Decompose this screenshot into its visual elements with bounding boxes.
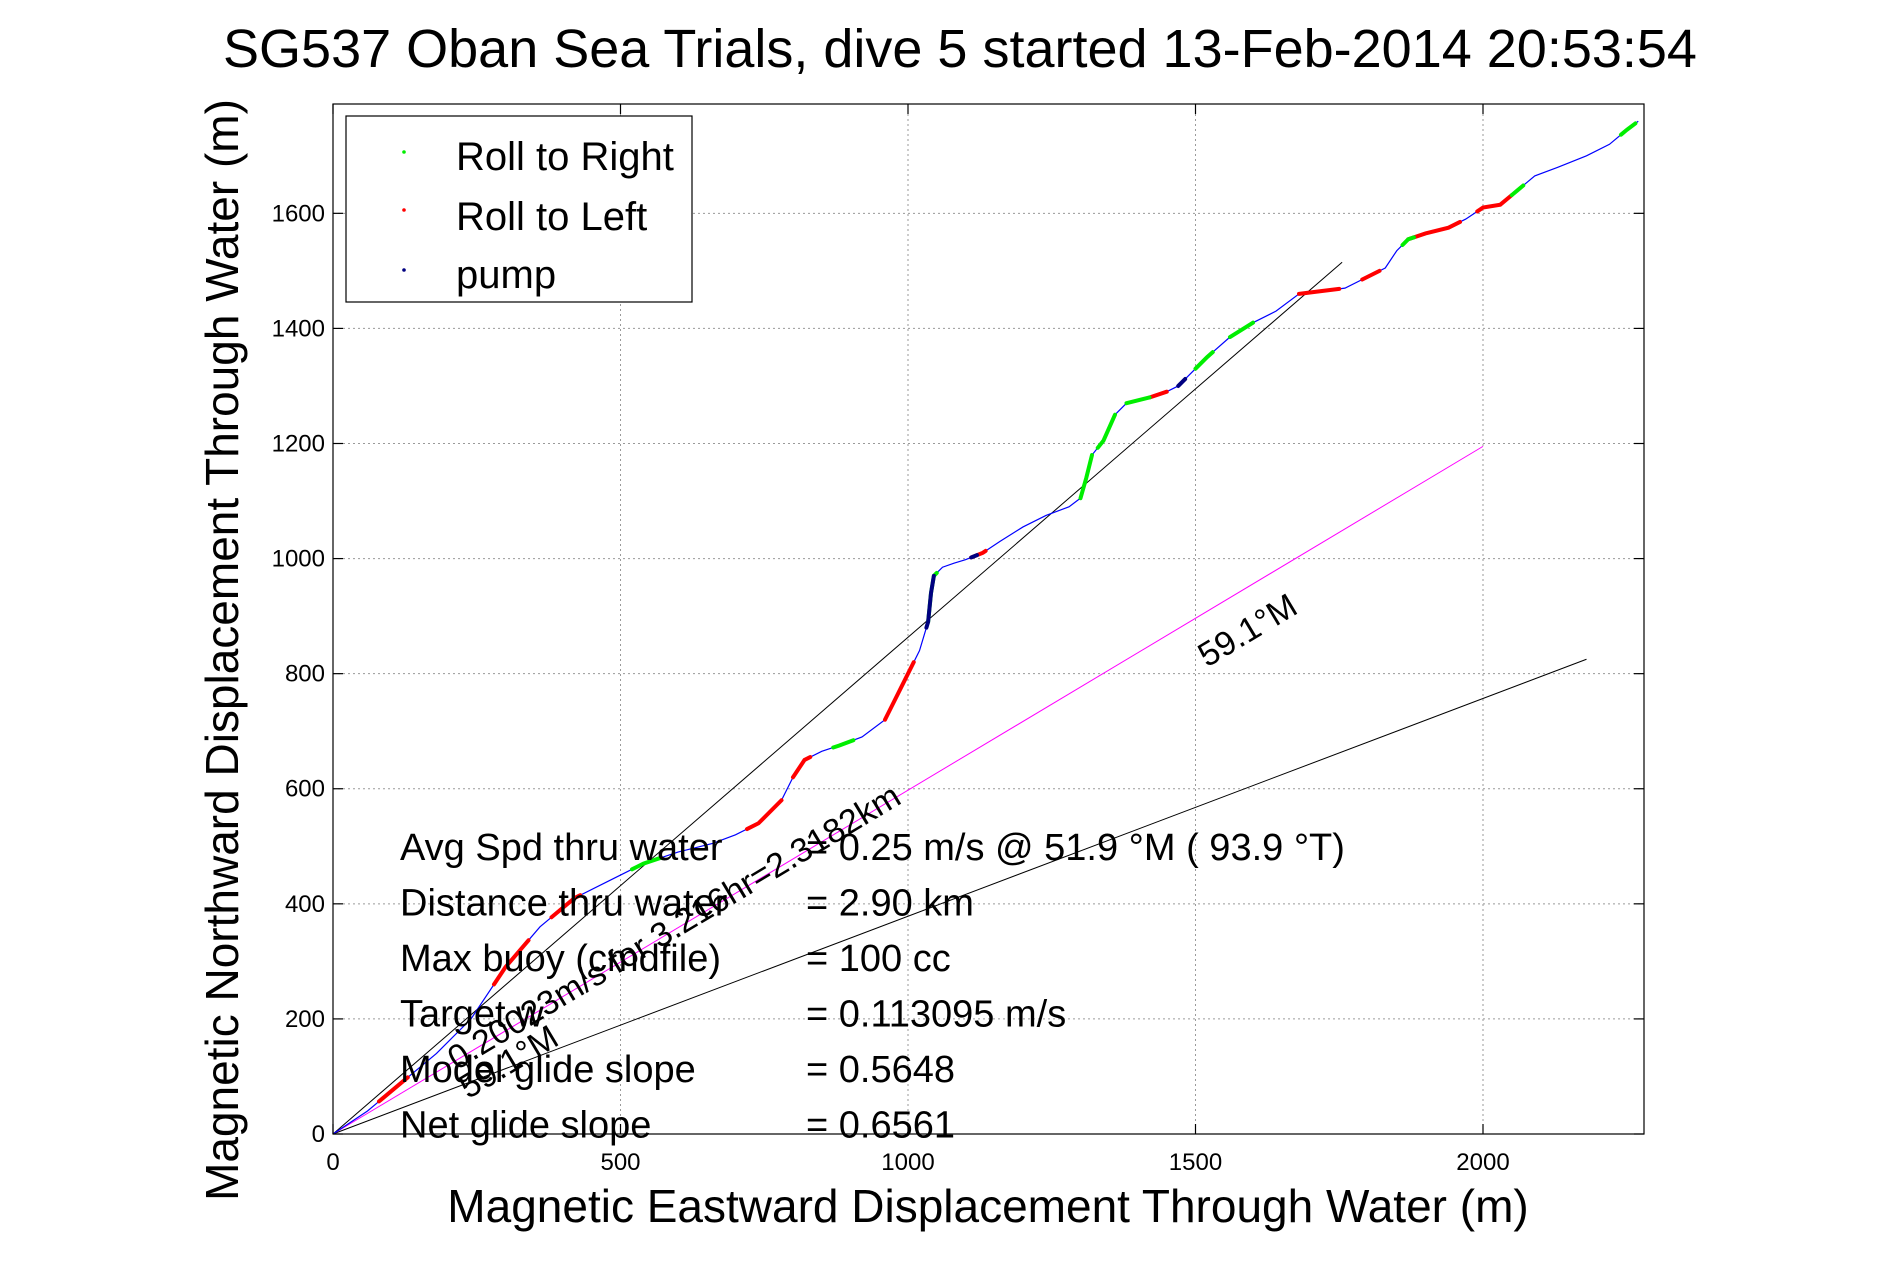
x-tick-label: 2000 — [1456, 1149, 1509, 1176]
roll-right-segment — [1193, 350, 1215, 371]
roll-right-segment — [630, 855, 663, 872]
roll-left-segment — [883, 660, 916, 722]
pump-segment — [924, 573, 936, 630]
roll-left-segment — [1360, 268, 1382, 282]
roll-right-segment — [831, 738, 856, 750]
roll-left-segment — [549, 893, 583, 920]
stats-table: Avg Spd thru water = 0.25 m/s @ 51.9 °M (… — [400, 827, 1345, 1147]
roll-left-segment — [1406, 219, 1462, 242]
legend-label-pump: pump — [456, 253, 556, 297]
y-tick-label: 600 — [285, 776, 325, 803]
stats-label: Avg Spd thru water — [400, 827, 723, 869]
roll-left-segment — [1147, 389, 1169, 400]
stats-value: = 0.25 m/s @ 51.9 °M ( 93.9 °T) — [806, 827, 1345, 869]
stats-value: = 100 cc — [806, 938, 951, 980]
y-tick-label: 0 — [312, 1121, 325, 1148]
roll-left-segment — [791, 755, 813, 780]
roll-left-segment — [1475, 193, 1514, 214]
roll-left-segment — [745, 798, 784, 832]
legend: Roll to Right Roll to Left pump — [345, 115, 693, 303]
roll-left-segment — [492, 938, 531, 987]
x-axis-label: Magnetic Eastward Displacement Through W… — [447, 1180, 1528, 1232]
stats-value: = 0.6561 — [806, 1105, 955, 1147]
stats-value: = 2.90 km — [806, 883, 974, 925]
roll-right-segment — [1400, 235, 1416, 247]
roll-right-segment — [1619, 121, 1638, 137]
chart-title: SG537 Oban Sea Trials, dive 5 started 13… — [223, 19, 1697, 79]
stats-label: Net glide slope — [400, 1105, 651, 1147]
legend-marker-pump — [402, 268, 406, 272]
y-tick-label: 200 — [285, 1006, 325, 1033]
pump-segment — [1176, 377, 1188, 388]
x-tick-label: 1500 — [1169, 1149, 1222, 1176]
reference-line — [332, 445, 1484, 1135]
reference-lines — [332, 261, 1587, 1135]
stats-label: Distance thru water — [400, 883, 728, 925]
legend-label-roll-left: Roll to Left — [456, 195, 647, 239]
stats-label: Target w — [400, 994, 544, 1036]
legend-label-roll-right: Roll to Right — [456, 135, 674, 179]
pump-segment — [969, 553, 979, 560]
y-tick-label: 1000 — [272, 546, 325, 573]
roll-right-segment — [1095, 412, 1117, 450]
reference-line — [332, 261, 1343, 1135]
legend-marker-roll-right — [402, 150, 406, 154]
y-tick-label: 400 — [285, 891, 325, 918]
y-tick-label: 800 — [285, 661, 325, 688]
roll-left-segment — [377, 1075, 410, 1104]
roll-right-segment — [1078, 453, 1094, 501]
x-tick-label: 0 — [326, 1149, 339, 1176]
stats-value: = 0.5648 — [806, 1049, 955, 1091]
legend-marker-roll-left — [402, 208, 406, 212]
reference-line — [332, 658, 1587, 1135]
track-layer — [332, 120, 1639, 1135]
stats-value: = 0.113095 m/s — [806, 994, 1066, 1036]
roll-left-segment — [1297, 286, 1342, 296]
plot-frame — [332, 103, 1645, 1135]
stats-label: Max buoy (cmdfile) — [400, 938, 721, 980]
roll-right-segment — [1124, 395, 1152, 406]
roll-right-segment — [1509, 183, 1526, 198]
y-tick-label: 1600 — [272, 200, 325, 227]
x-tick-label: 500 — [600, 1149, 640, 1176]
stats-label: Model glide slope — [400, 1049, 696, 1091]
y-tick-label: 1400 — [272, 315, 325, 342]
y-tick-label: 1200 — [272, 430, 325, 457]
axis-ticks: 0 500 1000 1500 2000 0 200 400 600 800 1000 1200 140… — [272, 104, 1644, 1176]
roll-right-segment — [1228, 320, 1255, 340]
y-axis-label: Magnetic Northward Displacement Through … — [196, 99, 248, 1201]
x-tick-label: 1000 — [881, 1149, 934, 1176]
